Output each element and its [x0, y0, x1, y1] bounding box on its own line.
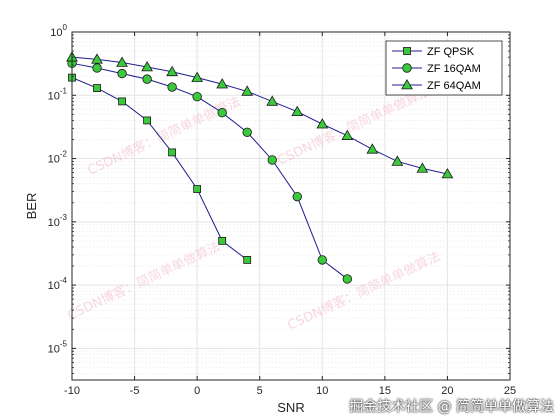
y-axis-label: BER	[24, 193, 39, 220]
data-point-zf-64qam	[341, 129, 354, 140]
grid	[71, 32, 511, 380]
y-tick-label: 100	[50, 23, 67, 39]
data-point-zf-16qam	[217, 108, 227, 118]
data-point-zf-qpsk	[93, 84, 101, 92]
data-point-zf-qpsk	[193, 185, 202, 193]
y-tick-label: 10-5	[48, 339, 68, 355]
data-point-zf-64qam	[441, 167, 454, 179]
series-line-zf-qpsk	[71, 77, 248, 261]
data-point-zf-64qam	[291, 105, 304, 117]
data-point-zf-qpsk	[218, 236, 227, 245]
x-tick-label: 5	[257, 385, 263, 397]
legend-entry-zf-16qam: ZF 16QAM	[392, 63, 481, 75]
data-point-zf-64qam	[266, 95, 279, 106]
data-point-zf-64qam	[416, 162, 429, 173]
plot-frame	[71, 31, 511, 381]
series-zf-16qam	[67, 58, 353, 284]
y-tick-label: 10-1	[48, 86, 68, 102]
series-zf-64qam	[66, 51, 454, 179]
legend-marker-zf-64qam	[401, 78, 413, 90]
series	[66, 51, 454, 284]
x-tick-label: -10	[64, 385, 80, 397]
data-point-zf-16qam	[142, 74, 152, 84]
data-point-zf-64qam	[166, 65, 179, 77]
data-point-zf-64qam	[191, 71, 204, 82]
data-point-zf-16qam	[117, 68, 127, 79]
legend: ZF QPSK ZF 16QAM ZF 64QAM	[385, 40, 503, 96]
data-point-zf-16qam	[167, 82, 177, 92]
data-point-zf-16qam	[342, 274, 353, 284]
footer-watermark: 掘金技术社区 @ 简简单单做算法	[349, 399, 554, 415]
data-point-zf-qpsk	[118, 97, 126, 106]
y-tick-label: 10-3	[48, 213, 68, 229]
y-axis-ticks: 100 10-1 10-2 10-3 10-4 10-5	[48, 23, 510, 374]
legend-label-zf-64qam: ZF 64QAM	[427, 80, 481, 92]
y-tick-label: 10-2	[48, 150, 68, 166]
data-point-zf-qpsk	[243, 256, 252, 264]
data-point-zf-16qam	[192, 91, 202, 102]
data-point-zf-qpsk	[168, 148, 177, 157]
data-point-zf-64qam	[91, 53, 103, 64]
data-point-zf-64qam	[116, 56, 128, 67]
x-axis-label: SNR	[277, 400, 304, 415]
data-point-zf-64qam	[391, 155, 404, 166]
legend-entry-zf-64qam: ZF 64QAM	[392, 78, 481, 92]
data-point-zf-64qam	[366, 143, 379, 154]
x-tick-label: 25	[504, 385, 516, 397]
data-point-zf-16qam	[317, 255, 327, 265]
y-tick-label: 10-4	[48, 276, 68, 292]
series-line-zf-64qam	[71, 56, 448, 175]
data-point-zf-64qam	[216, 78, 229, 89]
data-point-zf-64qam	[316, 118, 329, 129]
data-point-zf-16qam	[92, 63, 102, 73]
legend-marker-zf-16qam	[402, 63, 412, 73]
legend-label-zf-16qam: ZF 16QAM	[427, 63, 481, 75]
legend-items: ZF QPSK ZF 16QAM ZF 64QAM	[392, 46, 481, 92]
x-tick-label: 20	[441, 385, 453, 397]
data-point-zf-qpsk	[143, 116, 151, 125]
x-tick-label: 10	[316, 385, 328, 397]
data-point-zf-64qam	[141, 60, 153, 72]
x-axis-ticks: -10 -5 0 5 10 15 20 25	[64, 32, 516, 397]
x-tick-label: 0	[194, 385, 200, 397]
data-point-zf-16qam	[292, 191, 302, 202]
data-point-zf-16qam	[267, 155, 277, 165]
x-tick-label: -5	[130, 385, 140, 397]
x-tick-label: 15	[379, 385, 391, 397]
legend-label-zf-qpsk: ZF QPSK	[427, 46, 475, 58]
legend-marker-zf-qpsk	[403, 47, 411, 55]
legend-entry-zf-qpsk: ZF QPSK	[392, 46, 475, 58]
data-point-zf-16qam	[242, 127, 252, 137]
data-point-zf-64qam	[241, 85, 254, 96]
